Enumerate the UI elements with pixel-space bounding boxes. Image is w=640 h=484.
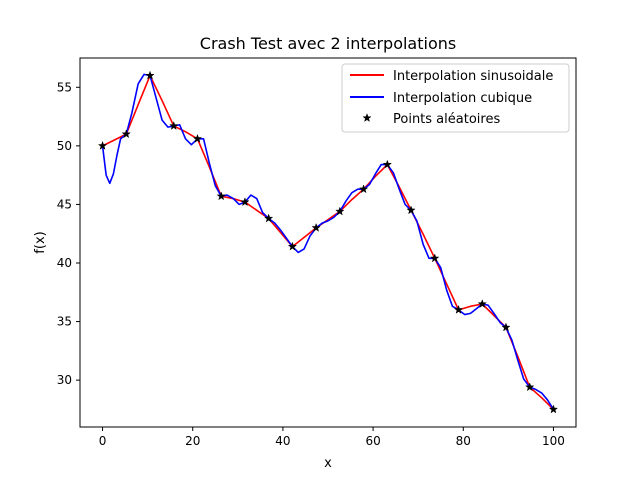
data-point: [145, 70, 155, 80]
legend: Interpolation sinusoidale Interpolation …: [341, 63, 570, 133]
data-point: [430, 253, 440, 263]
x-tick-label: 100: [542, 434, 565, 448]
x-axis-label: x: [324, 456, 332, 471]
data-point: [311, 222, 321, 232]
y-tick-label: 50: [57, 139, 72, 153]
data-point: [358, 184, 369, 194]
data-point: [525, 382, 535, 392]
data-point: [501, 322, 511, 332]
y-tick-label: 45: [57, 197, 72, 211]
x-axis: 0 20 40 60 80 100: [99, 427, 565, 448]
data-point: [169, 120, 179, 130]
series-line-0: [101, 74, 555, 411]
data-point: [121, 129, 131, 139]
legend-star-icon: [362, 113, 372, 123]
data-point: [216, 191, 226, 201]
data-point: [192, 133, 203, 143]
data-point: [382, 159, 393, 169]
x-tick-label: 60: [365, 434, 380, 448]
legend-frame: [341, 63, 570, 133]
legend-marker-points: [362, 113, 372, 123]
y-tick-label: 40: [57, 256, 72, 270]
data-point: [97, 140, 108, 150]
x-tick-label: 20: [185, 434, 200, 448]
y-axis-label: f(x): [33, 231, 48, 253]
y-tick-label: 30: [57, 373, 72, 387]
data-point: [406, 205, 416, 215]
legend-label-sinusoidal: Interpolation sinusoidale: [393, 69, 553, 84]
series-line-1: [101, 73, 555, 411]
legend-label-points: Points aléatoires: [393, 112, 500, 127]
data-point: [287, 241, 298, 251]
x-tick-label: 80: [456, 434, 471, 448]
data-point: [335, 206, 345, 216]
points-layer: [97, 70, 559, 414]
data-point: [240, 197, 250, 207]
chart-title: Crash Test avec 2 interpolations: [200, 34, 456, 53]
plot-frame: [79, 57, 577, 428]
data-point: [548, 404, 559, 414]
series-layer: [101, 73, 555, 411]
data-point: [453, 304, 464, 314]
data-point: [263, 213, 274, 223]
y-axis: 30 35 40 45 50 55: [57, 80, 80, 387]
data-point: [477, 299, 487, 309]
x-tick-label: 0: [99, 434, 107, 448]
legend-label-cubic: Interpolation cubique: [393, 91, 532, 106]
y-tick-label: 55: [57, 80, 72, 94]
y-tick-label: 35: [57, 315, 72, 329]
x-tick-label: 40: [275, 434, 290, 448]
